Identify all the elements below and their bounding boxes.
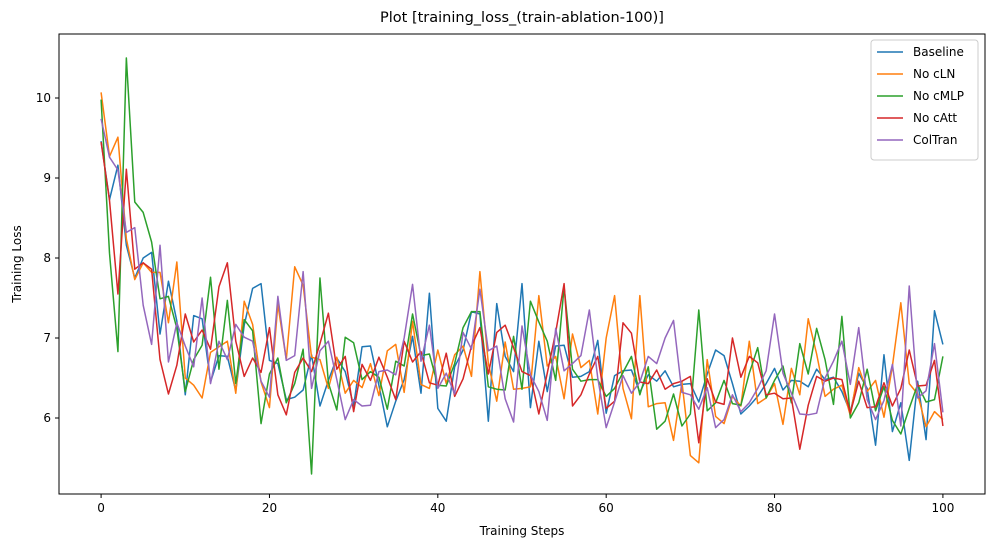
legend-label-2: No cLN xyxy=(913,67,955,81)
legend-label-1: Baseline xyxy=(913,45,964,59)
y-tick-label: 6 xyxy=(43,411,51,425)
series-line-4 xyxy=(100,141,944,450)
y-tick-label: 10 xyxy=(36,91,51,105)
series-line-5 xyxy=(100,118,944,429)
series-line-1 xyxy=(100,141,944,462)
x-axis: 0 20 40 60 80 100 xyxy=(97,494,954,515)
y-tick-label: 8 xyxy=(43,251,51,265)
y-tick-label: 7 xyxy=(43,331,51,345)
x-tick-label: 100 xyxy=(931,501,954,515)
x-tick-label: 40 xyxy=(430,501,445,515)
series-line-2 xyxy=(100,92,944,464)
y-axis: 6 7 8 9 10 xyxy=(36,91,59,425)
x-tick-label: 80 xyxy=(767,501,782,515)
chart-title: Plot [training_loss_(train-ablation-100)… xyxy=(380,10,664,26)
legend-label-3: No cMLP xyxy=(913,89,964,103)
series-line-3 xyxy=(100,57,944,475)
x-tick-label: 60 xyxy=(599,501,614,515)
legend-label-5: ColTran xyxy=(913,133,958,147)
y-tick-label: 9 xyxy=(43,171,51,185)
legend-box xyxy=(870,39,979,161)
legend-label-4: No cAtt xyxy=(913,111,957,125)
plot-area xyxy=(58,33,986,495)
x-tick-label: 20 xyxy=(262,501,277,515)
y-axis-label: Training Loss xyxy=(10,225,24,303)
series-layer xyxy=(100,57,944,475)
x-axis-label: Training Steps xyxy=(479,524,565,538)
x-tick-label: 0 xyxy=(97,501,105,515)
legend: Baseline No cLN No cMLP No cAtt ColTran xyxy=(870,39,979,161)
